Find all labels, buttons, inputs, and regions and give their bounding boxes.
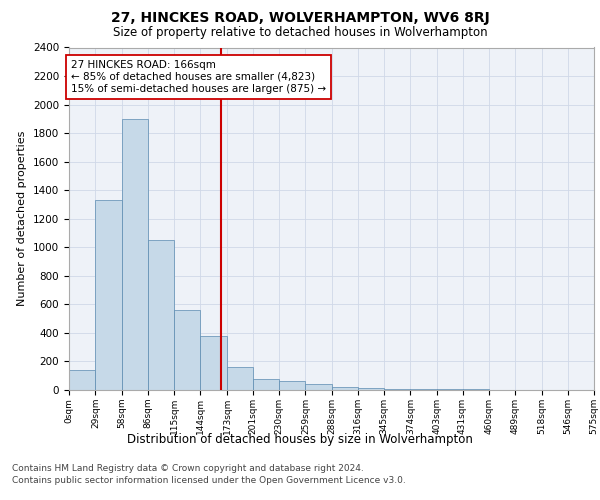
Bar [358, 388, 384, 390]
Bar [227, 367, 253, 390]
Text: Size of property relative to detached houses in Wolverhampton: Size of property relative to detached ho… [113, 26, 487, 39]
Text: Contains public sector information licensed under the Open Government Licence v3: Contains public sector information licen… [12, 476, 406, 485]
Text: Distribution of detached houses by size in Wolverhampton: Distribution of detached houses by size … [127, 432, 473, 446]
Bar [305, 384, 332, 390]
Text: 27, HINCKES ROAD, WOLVERHAMPTON, WV6 8RJ: 27, HINCKES ROAD, WOLVERHAMPTON, WV6 8RJ [110, 11, 490, 25]
Bar [148, 240, 174, 390]
Bar [69, 370, 95, 390]
Text: Contains HM Land Registry data © Crown copyright and database right 2024.: Contains HM Land Registry data © Crown c… [12, 464, 364, 473]
Bar [384, 388, 410, 390]
Bar [122, 119, 148, 390]
Bar [332, 387, 358, 390]
Bar [253, 378, 279, 390]
Bar [410, 389, 437, 390]
Bar [174, 310, 200, 390]
Y-axis label: Number of detached properties: Number of detached properties [17, 131, 28, 306]
Bar [200, 336, 227, 390]
Bar [279, 382, 305, 390]
Text: 27 HINCKES ROAD: 166sqm
← 85% of detached houses are smaller (4,823)
15% of semi: 27 HINCKES ROAD: 166sqm ← 85% of detache… [71, 60, 326, 94]
Bar [95, 200, 122, 390]
